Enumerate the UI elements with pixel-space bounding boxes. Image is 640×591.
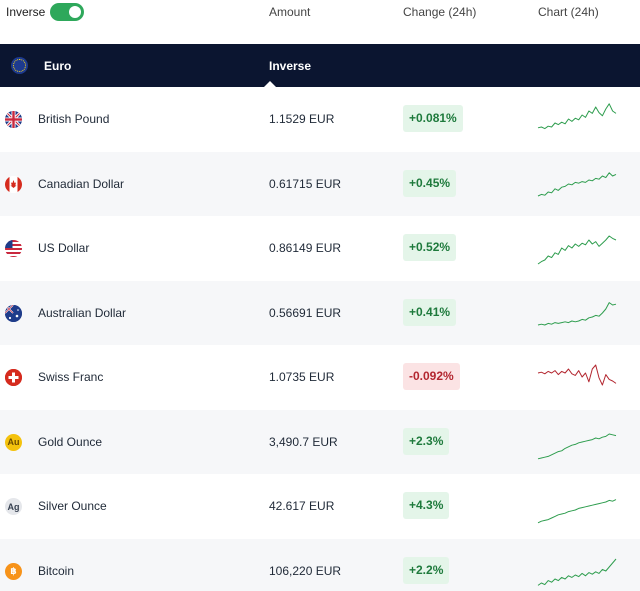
currency-name[interactable]: Silver Ounce — [38, 499, 107, 513]
australia-flag-icon — [5, 304, 22, 322]
canada-flag-icon — [5, 175, 22, 193]
currency-name[interactable]: Bitcoin — [38, 563, 75, 578]
currency-amount: 106,220 EUR — [269, 563, 342, 578]
sparkline-chart[interactable] — [537, 99, 617, 139]
currency-row[interactable]: Canadian Dollar 0.61715 EUR +0.45% — [0, 151, 640, 216]
currency-row[interactable]: Ag Silver Ounce 42.617 EUR +4.3% — [0, 474, 640, 539]
currency-list: British Pound 1.1529 EUR +0.081% Canadian D… — [0, 87, 640, 591]
change-badge: +0.45% — [403, 169, 457, 197]
inverse-label: Inverse — [6, 5, 46, 19]
gold-au-icon: Au — [5, 433, 22, 451]
change-badge: +0.52% — [403, 234, 457, 261]
bitcoin-icon: ฿ — [5, 562, 22, 580]
currency-amount: 0.61715 EUR — [269, 176, 342, 191]
sparkline-chart[interactable] — [537, 357, 617, 397]
change-badge: +0.41% — [403, 298, 457, 326]
silver-ag-icon: Ag — [5, 498, 22, 515]
eu-flag-icon — [11, 57, 28, 74]
sparkline-line — [537, 364, 617, 386]
currency-amount: 1.1529 EUR — [269, 112, 335, 126]
chart-column-header: Chart (24h) — [538, 5, 599, 19]
sparkline-chart[interactable] — [537, 228, 617, 268]
sparkline-line — [537, 235, 617, 265]
base-currency-row: Euro Inverse — [0, 44, 640, 87]
base-currency-name[interactable]: Euro — [44, 59, 72, 73]
currency-row[interactable]: Australian Dollar 0.56691 EUR +0.41% — [0, 280, 640, 345]
amount-column-header[interactable]: Amount — [269, 5, 311, 19]
sparkline-chart[interactable] — [537, 293, 617, 333]
change-badge: +2.3% — [403, 427, 450, 455]
currency-name[interactable]: British Pound — [38, 112, 110, 126]
currency-amount: 0.56691 EUR — [269, 305, 342, 320]
change-column-header[interactable]: Change (24h) — [403, 5, 477, 19]
currency-name[interactable]: US Dollar — [38, 241, 90, 255]
uk-flag-icon — [5, 111, 22, 128]
currency-row[interactable]: Swiss Franc 1.0735 EUR -0.092% — [0, 345, 640, 410]
caret-icon — [264, 81, 276, 87]
currency-amount: 42.617 EUR — [269, 499, 335, 513]
currency-name[interactable]: Canadian Dollar — [38, 176, 125, 191]
currency-row[interactable]: Au Gold Ounce 3,490.7 EUR +2.3% — [0, 409, 640, 474]
sparkline-line — [537, 433, 617, 459]
sparkline-line — [537, 558, 617, 586]
sparkline-line — [537, 499, 617, 524]
sparkline-chart[interactable] — [537, 422, 617, 462]
sparkline-line — [537, 301, 617, 325]
sparkline-chart[interactable] — [537, 164, 617, 204]
change-badge: +4.3% — [403, 492, 450, 519]
table-header: Inverse Amount Change (24h) Chart (24h) — [0, 0, 640, 44]
currency-name[interactable]: Gold Ounce — [38, 434, 103, 449]
toggle-knob — [69, 6, 81, 18]
currency-row[interactable]: ฿ Bitcoin 106,220 EUR +2.2% — [0, 538, 640, 591]
sparkline-line — [537, 103, 617, 130]
sparkline-line — [537, 171, 617, 196]
inverse-toggle[interactable] — [50, 3, 84, 21]
currency-row[interactable]: US Dollar 0.86149 EUR +0.52% — [0, 216, 640, 281]
sparkline-chart[interactable] — [537, 551, 617, 591]
currency-name[interactable]: Swiss Franc — [38, 370, 104, 384]
swiss-flag-icon — [5, 369, 22, 386]
change-badge: +0.081% — [403, 105, 463, 132]
currency-name[interactable]: Australian Dollar — [38, 305, 127, 320]
change-badge: -0.092% — [403, 363, 460, 390]
base-inverse-label: Inverse — [269, 59, 312, 73]
sparkline-chart[interactable] — [537, 486, 617, 526]
currency-amount: 0.86149 EUR — [269, 241, 342, 255]
currency-row[interactable]: British Pound 1.1529 EUR +0.081% — [0, 87, 640, 152]
change-badge: +2.2% — [403, 556, 450, 584]
currency-amount: 3,490.7 EUR — [269, 434, 338, 449]
currency-amount: 1.0735 EUR — [269, 370, 335, 384]
us-flag-icon — [5, 240, 22, 257]
